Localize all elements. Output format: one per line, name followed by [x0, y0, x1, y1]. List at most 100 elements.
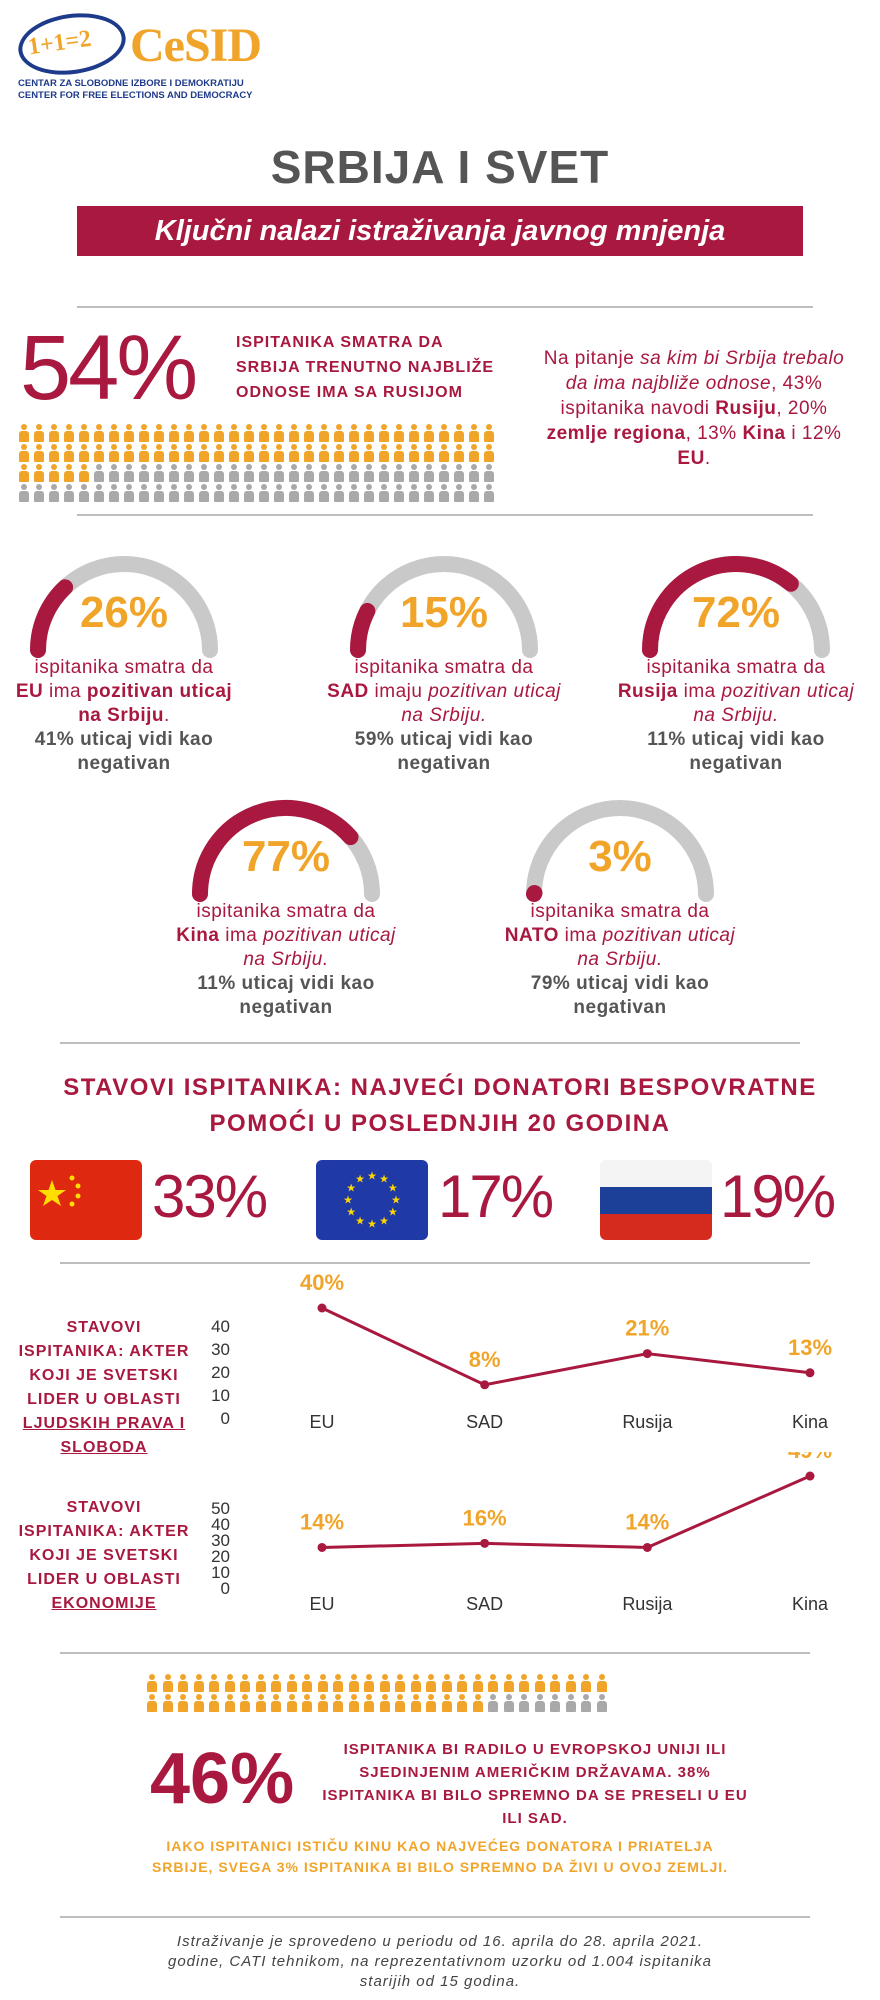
person-icon	[483, 424, 495, 442]
person-icon	[438, 444, 450, 462]
eu-flag: ★ ★ ★ ★ ★ ★ ★ ★ ★ ★ ★ ★	[316, 1160, 428, 1240]
person-icon	[198, 444, 210, 462]
person-icon	[258, 444, 270, 462]
cesid-logo: 1+1=2 CeSID CENTAR ZA SLOBODNE IZBORE I …	[14, 6, 264, 106]
gauge-negative: negativan	[239, 997, 333, 1018]
gauge-caption: ispitanika smatra da Kina ima pozitivan u…	[166, 900, 406, 1020]
person-icon	[108, 464, 120, 482]
person-icon	[453, 444, 465, 462]
person-icon	[93, 484, 105, 502]
person-icon	[33, 484, 45, 502]
person-icon	[177, 1694, 189, 1712]
para-question: sa kim bi Srbija trebalo da ima najbliže…	[565, 348, 845, 394]
person-icon	[453, 424, 465, 442]
x-tick-label: SAD	[466, 1412, 503, 1432]
person-icon	[483, 464, 495, 482]
person-icon	[379, 1694, 391, 1712]
gauge-subject: Kina	[176, 925, 220, 946]
gauge-track	[526, 800, 714, 902]
eu-stars-icon: ★★★★★★★★★ ★ ★★	[343, 1170, 401, 1231]
gauge-negative: 11% uticaj vidi kao	[197, 973, 375, 994]
person-icon	[286, 1694, 298, 1712]
y-tick-label: 40	[211, 1515, 230, 1534]
person-icon	[423, 464, 435, 482]
person-icon	[348, 424, 360, 442]
person-icon	[270, 1674, 282, 1692]
person-icon	[258, 464, 270, 482]
para-text: i 12%	[785, 423, 842, 444]
x-tick-label: EU	[309, 1412, 334, 1432]
person-icon	[146, 1694, 158, 1712]
gauge-fill	[30, 579, 74, 658]
person-icon	[549, 1694, 561, 1712]
person-icon	[273, 464, 285, 482]
person-icon	[286, 1674, 298, 1692]
person-icon	[193, 1694, 205, 1712]
chart1-label-line: LIDER U OBLASTI	[27, 1391, 181, 1408]
data-label: 14%	[625, 1509, 669, 1534]
person-icon	[123, 484, 135, 502]
gauge-subject: NATO	[504, 925, 559, 946]
person-icon	[48, 464, 60, 482]
person-icon	[379, 1674, 391, 1692]
person-icon	[363, 1674, 375, 1692]
data-point	[642, 1542, 652, 1552]
person-icon	[453, 464, 465, 482]
people-pictogram	[18, 424, 498, 504]
chart1-label-line: KOJI JE SVETSKI	[29, 1367, 179, 1384]
gauge-subject: Rusija	[617, 681, 678, 702]
person-icon	[438, 424, 450, 442]
person-icon	[333, 464, 345, 482]
person-icon	[273, 484, 285, 502]
person-icon	[456, 1674, 468, 1692]
donor-eu-pct: 17%	[438, 1163, 554, 1230]
person-icon	[123, 424, 135, 442]
eu-star: ★	[346, 1182, 356, 1195]
person-icon	[48, 444, 60, 462]
gauge-line: EU ima pozitivan uticaj na Srbiju.	[4, 680, 244, 728]
emigration-line: SJEDINJENIM AMERIČKIM DRŽAVAMA. 38%	[359, 1764, 711, 1781]
data-label: 21%	[625, 1316, 669, 1341]
person-icon	[239, 1674, 251, 1692]
person-icon	[468, 464, 480, 482]
closest-percent: 54%	[20, 317, 198, 419]
gauge-caption: ispitanika smatra da EU ima pozitivan uti…	[4, 656, 244, 776]
person-icon	[243, 484, 255, 502]
data-label: 16%	[463, 1505, 507, 1530]
person-icon	[63, 424, 75, 442]
gauge-positive: pozitivan uticaj na Srbiju.	[693, 681, 855, 726]
caption-line: ODNOSE IMA SA RUSIJOM	[236, 384, 463, 401]
gauge-negative: 59% uticaj vidi kao	[354, 729, 534, 750]
y-tick-label: 40	[211, 1317, 230, 1336]
data-label: 13%	[788, 1335, 832, 1360]
data-point	[480, 1538, 490, 1548]
person-icon	[423, 484, 435, 502]
gauge-verb: ima	[219, 925, 264, 946]
person-icon	[138, 484, 150, 502]
person-icon	[483, 444, 495, 462]
person-icon	[168, 464, 180, 482]
logo-subtitle: CENTAR ZA SLOBODNE IZBORE I DEMOKRATIJU …	[18, 78, 253, 102]
person-icon	[123, 444, 135, 462]
person-icon	[363, 444, 375, 462]
person-icon	[63, 484, 75, 502]
gauge-positive: pozitivan uticaj na Srbiju	[78, 681, 233, 726]
eu-star: ★	[343, 1194, 353, 1207]
person-icon	[18, 424, 30, 442]
person-icon	[243, 424, 255, 442]
person-icon	[483, 484, 495, 502]
gauge-positive: pozitivan uticaj na Srbiju.	[243, 925, 396, 970]
chart1-label-underlined: SLOBODA	[60, 1439, 148, 1456]
person-icon	[153, 444, 165, 462]
person-icon	[224, 1674, 236, 1692]
eu-star: ★	[367, 1218, 377, 1231]
person-icon	[198, 424, 210, 442]
eu-star: ★	[391, 1194, 401, 1207]
x-tick-label: Rusija	[622, 1412, 673, 1432]
gauge-subject: SAD	[327, 681, 369, 702]
russia-flag-icon	[600, 1160, 712, 1240]
person-icon	[18, 484, 30, 502]
person-icon	[108, 444, 120, 462]
person-icon	[301, 1694, 313, 1712]
person-icon	[549, 1674, 561, 1692]
